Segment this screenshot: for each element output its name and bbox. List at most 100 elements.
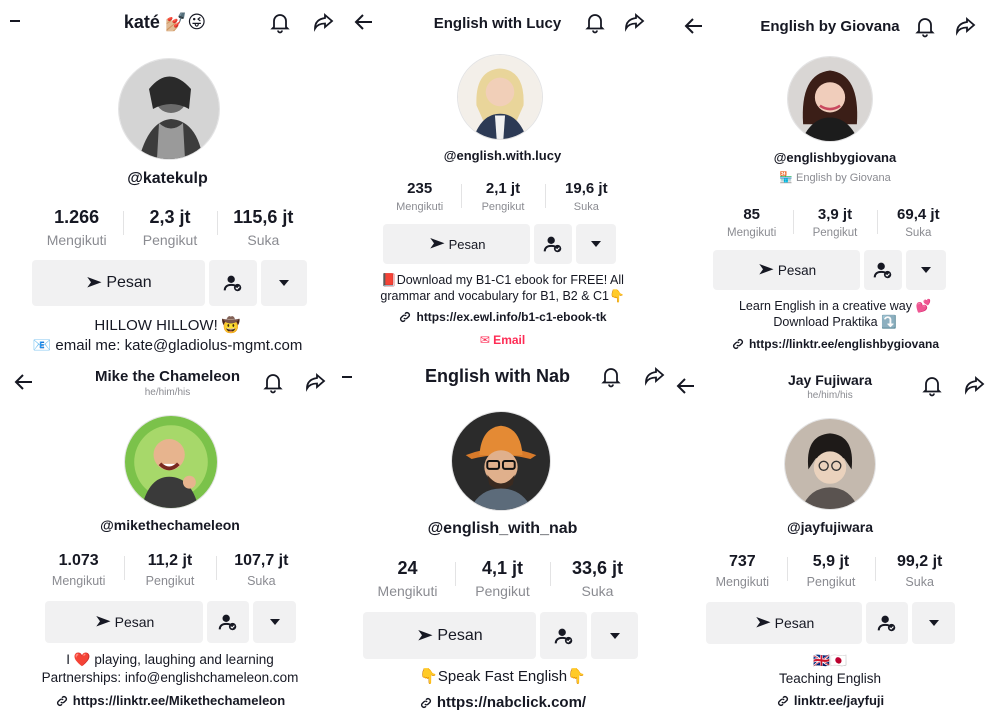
action-buttons: Pesan xyxy=(45,601,296,643)
profile-link[interactable]: https://nabclick.com/ xyxy=(340,694,665,711)
message-button[interactable]: Pesan xyxy=(45,601,203,643)
profile-link[interactable]: https://linktr.ee/Mikethechameleon xyxy=(0,693,335,708)
stat-number: 5,9 jt xyxy=(812,553,850,570)
stat-followers[interactable]: 11,2 jt Pengikut xyxy=(124,552,215,588)
stat-number: 107,7 jt xyxy=(234,552,289,569)
stat-following[interactable]: 1.266 Mengikuti xyxy=(30,207,123,248)
minimize-icon[interactable] xyxy=(342,376,352,378)
action-buttons: Pesan xyxy=(713,250,946,290)
link-text: https://linktr.ee/englishbygiovana xyxy=(748,337,940,351)
bio-line: 📕Download my B1-C1 ebook for FREE! All xyxy=(381,273,624,287)
link-icon xyxy=(731,337,745,351)
link-icon xyxy=(55,694,69,708)
bio-line: HILLOW HILLOW! 🤠 xyxy=(94,317,241,334)
profile-link[interactable]: https://linktr.ee/englishbygiovana xyxy=(670,337,1000,351)
dropdown-button[interactable] xyxy=(253,601,296,643)
share-icon[interactable] xyxy=(953,14,977,38)
profile-panel-jay: Jay Fujiwara he/him/his @jayfujiwara 737… xyxy=(670,362,1000,720)
stat-following[interactable]: 85 Mengikuti xyxy=(710,206,793,239)
profile-handle: @english.with.lucy xyxy=(443,148,562,163)
bell-icon[interactable] xyxy=(920,373,944,397)
stats-row: 737 Mengikuti 5,9 jt Pengikut 99,2 jt Suka xyxy=(698,553,964,589)
dropdown-button[interactable] xyxy=(912,602,955,644)
profile-panel-nab: English with Nab @english_with_nab 24 Men… xyxy=(340,362,665,720)
stat-label: Mengikuti xyxy=(715,575,770,589)
stat-label: Pengikut xyxy=(475,583,530,599)
share-icon[interactable] xyxy=(311,10,335,34)
stat-followers[interactable]: 5,9 jt Pengikut xyxy=(786,553,876,589)
email-button[interactable]: ✉ Email xyxy=(479,333,526,347)
stat-label: Pengikut xyxy=(145,574,195,588)
message-button[interactable]: Pesan xyxy=(383,224,530,264)
friend-status-button[interactable] xyxy=(866,602,908,644)
stat-label: Suka xyxy=(905,575,934,589)
avatar xyxy=(118,58,220,160)
avatar xyxy=(451,411,551,511)
top-bar: Mike the Chameleon he/him/his xyxy=(0,362,335,408)
message-button[interactable]: Pesan xyxy=(713,250,860,290)
message-button[interactable]: Pesan xyxy=(32,260,205,306)
bell-icon[interactable] xyxy=(599,364,623,388)
friend-status-button[interactable] xyxy=(540,612,587,659)
share-icon[interactable] xyxy=(962,373,986,397)
back-arrow-icon[interactable] xyxy=(682,14,706,38)
friend-status-button[interactable] xyxy=(864,250,902,290)
bio: Learn English in a creative way 💕 Downlo… xyxy=(670,298,1000,331)
paper-plane-icon xyxy=(416,627,434,645)
action-buttons: Pesan xyxy=(706,602,955,644)
bell-icon[interactable] xyxy=(583,10,607,34)
stat-followers[interactable]: 4,1 jt Pengikut xyxy=(455,558,550,599)
stat-label: Suka xyxy=(247,232,280,248)
action-buttons: Pesan xyxy=(363,612,638,659)
bell-icon[interactable] xyxy=(268,10,292,34)
profile-link[interactable]: linktr.ee/jayfuji xyxy=(670,693,990,708)
profile-handle: @katekulp xyxy=(127,170,208,187)
profile-title: English with Nab xyxy=(424,366,570,386)
minimize-icon[interactable] xyxy=(10,20,20,22)
profile-panel-kate: katé 💅🏼😜 @katekulp 1.266 Mengikuti 2,3 jt… xyxy=(0,0,335,362)
bio: I ❤️ playing, laughing and learning Part… xyxy=(0,651,335,686)
friend-status-button[interactable] xyxy=(209,260,257,306)
stats-row: 1.266 Mengikuti 2,3 jt Pengikut 115,6 jt Su… xyxy=(30,207,310,248)
message-label: Pesan xyxy=(437,626,483,644)
dropdown-button[interactable] xyxy=(591,612,638,659)
pronouns: he/him/his xyxy=(144,387,191,398)
stat-number: 1.266 xyxy=(54,207,100,227)
stat-following[interactable]: 24 Mengikuti xyxy=(360,558,455,599)
stat-label: Pengikut xyxy=(481,201,525,213)
profile-link[interactable]: https://ex.ewl.info/b1-c1-ebook-tk xyxy=(340,310,665,324)
bio-line: Teaching English xyxy=(778,670,882,686)
stat-label: Suka xyxy=(581,583,614,599)
paper-plane-icon xyxy=(94,613,112,631)
dropdown-button[interactable] xyxy=(576,224,616,264)
message-button[interactable]: Pesan xyxy=(363,612,536,659)
stat-label: Mengikuti xyxy=(396,201,444,213)
stat-followers[interactable]: 2,3 jt Pengikut xyxy=(123,207,216,248)
bio-line: Learn English in a creative way 💕 xyxy=(738,299,932,313)
stat-followers[interactable]: 3,9 jt Pengikut xyxy=(793,206,876,239)
friend-status-button[interactable] xyxy=(207,601,249,643)
dropdown-button[interactable] xyxy=(261,260,307,306)
stat-number: 737 xyxy=(728,553,756,570)
bio-line: Partnerships: info@englishchameleon.com xyxy=(41,669,299,685)
bell-icon[interactable] xyxy=(913,14,937,38)
bell-icon[interactable] xyxy=(261,370,285,394)
back-arrow-icon[interactable] xyxy=(352,10,376,34)
back-arrow-icon[interactable] xyxy=(674,374,698,398)
paper-plane-icon xyxy=(85,274,103,292)
share-icon[interactable] xyxy=(622,10,646,34)
link-text: https://linktr.ee/Mikethechameleon xyxy=(72,693,286,708)
back-arrow-icon[interactable] xyxy=(12,370,36,394)
stat-following[interactable]: 1.073 Mengikuti xyxy=(33,552,124,588)
stat-following[interactable]: 235 Mengikuti xyxy=(378,180,461,213)
stat-number: 115,6 jt xyxy=(233,207,294,227)
share-icon[interactable] xyxy=(642,364,665,388)
share-icon[interactable] xyxy=(303,370,327,394)
avatar xyxy=(124,415,218,509)
stat-followers[interactable]: 2,1 jt Pengikut xyxy=(461,180,544,213)
stat-following[interactable]: 737 Mengikuti xyxy=(698,553,787,589)
dropdown-button[interactable] xyxy=(906,250,946,290)
link-text: linktr.ee/jayfuji xyxy=(793,693,885,708)
friend-status-button[interactable] xyxy=(534,224,572,264)
message-button[interactable]: Pesan xyxy=(706,602,862,644)
